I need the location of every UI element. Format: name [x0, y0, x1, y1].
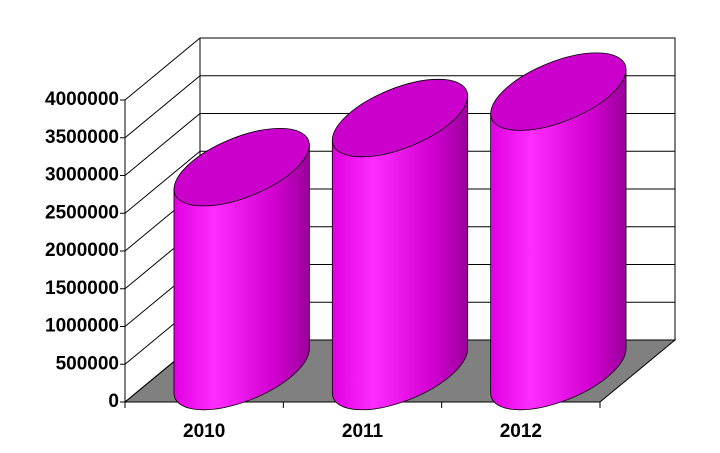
y-tick-label: 4000000 — [45, 89, 119, 110]
y-tick-label: 1000000 — [45, 316, 119, 337]
grid-line — [124, 75, 201, 139]
x-tick-label: 2010 — [183, 421, 225, 442]
x-tick-label: 2012 — [500, 421, 542, 442]
bar-top — [173, 128, 310, 207]
y-tick-label: 2500000 — [45, 202, 119, 223]
grid-line — [124, 37, 201, 101]
bar-top — [331, 78, 469, 158]
y-tick-label: 0 — [108, 391, 119, 412]
grid-line — [124, 113, 201, 176]
grid-line — [124, 150, 201, 214]
bar-top — [490, 52, 627, 131]
y-tick-label: 1500000 — [45, 278, 119, 299]
bar — [490, 69, 627, 411]
x-tick-label: 2011 — [342, 421, 384, 442]
y-tick-label: 3000000 — [45, 165, 119, 186]
bar — [331, 95, 469, 411]
y-tick-label: 2000000 — [45, 240, 119, 261]
y-tick-label: 500000 — [56, 353, 119, 374]
y-tick-label: 3500000 — [45, 127, 119, 148]
bar — [173, 144, 310, 411]
